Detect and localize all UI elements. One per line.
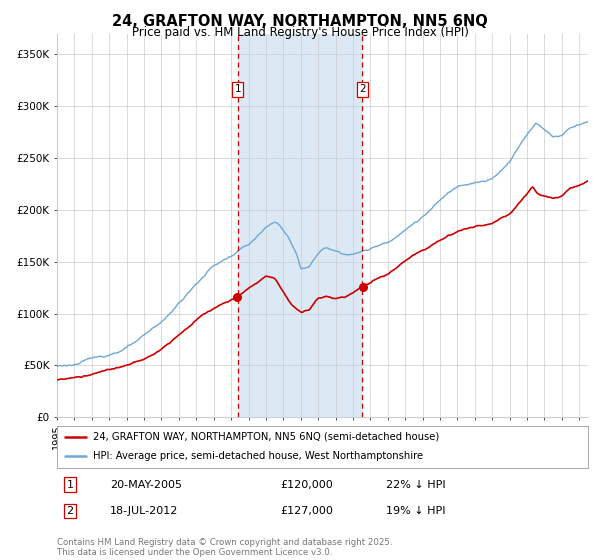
Text: Contains HM Land Registry data © Crown copyright and database right 2025.
This d: Contains HM Land Registry data © Crown c… bbox=[57, 538, 392, 557]
Text: 20-MAY-2005: 20-MAY-2005 bbox=[110, 480, 182, 489]
Text: 2: 2 bbox=[67, 506, 74, 516]
Text: 24, GRAFTON WAY, NORTHAMPTON, NN5 6NQ: 24, GRAFTON WAY, NORTHAMPTON, NN5 6NQ bbox=[112, 14, 488, 29]
Text: 1: 1 bbox=[235, 84, 241, 94]
Text: 24, GRAFTON WAY, NORTHAMPTON, NN5 6NQ (semi-detached house): 24, GRAFTON WAY, NORTHAMPTON, NN5 6NQ (s… bbox=[93, 432, 439, 442]
Text: 22% ↓ HPI: 22% ↓ HPI bbox=[386, 480, 446, 489]
Text: £120,000: £120,000 bbox=[280, 480, 333, 489]
Bar bbox=[238, 34, 362, 417]
Text: 1: 1 bbox=[67, 480, 74, 489]
Text: 18-JUL-2012: 18-JUL-2012 bbox=[110, 506, 178, 516]
Text: 2: 2 bbox=[359, 84, 365, 94]
Text: 19% ↓ HPI: 19% ↓ HPI bbox=[386, 506, 446, 516]
Text: HPI: Average price, semi-detached house, West Northamptonshire: HPI: Average price, semi-detached house,… bbox=[93, 451, 423, 461]
Text: Price paid vs. HM Land Registry's House Price Index (HPI): Price paid vs. HM Land Registry's House … bbox=[131, 26, 469, 39]
Text: £127,000: £127,000 bbox=[280, 506, 333, 516]
